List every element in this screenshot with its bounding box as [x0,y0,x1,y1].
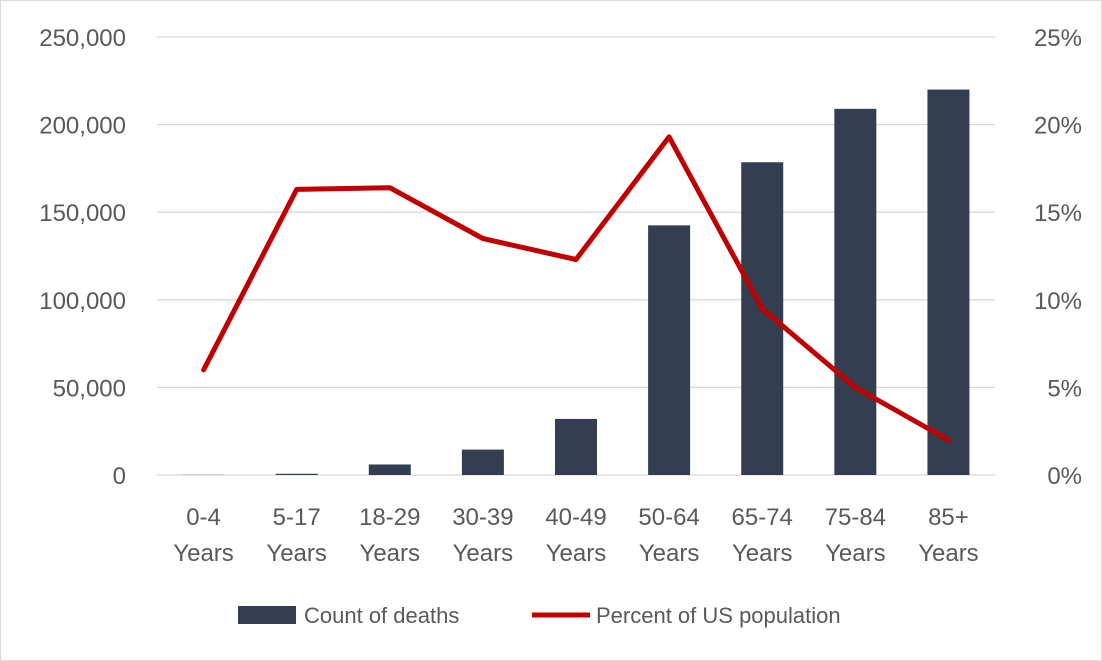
x-axis-tick-label: 50-64 [638,504,699,531]
left-axis-tick-label: 150,000 [39,200,126,227]
bar-series-count-of-deaths [182,89,970,475]
x-axis-tick-label: Years [266,540,327,567]
x-axis-tick-label: 18-29 [359,504,420,531]
right-axis-tick-label: 10% [1034,288,1082,315]
right-axis-ticks: 0% 5% 10% 15% 20% 25% [1034,25,1082,490]
x-axis-tick-label: Years [360,540,421,567]
x-axis-tick-label: 30-39 [452,504,513,531]
line-series-percent-of-us-population [201,134,951,443]
x-axis-tick-label: Years [173,540,234,567]
right-axis-tick-label: 0% [1047,463,1082,490]
left-axis-ticks: 0 50,000 100,000 150,000 200,000 250,000 [39,25,126,490]
x-axis-tick-label: 85+ [928,504,969,531]
legend-label-count-of-deaths: Count of deaths [304,603,459,628]
right-axis-tick-label: 25% [1034,25,1082,52]
right-axis-tick-label: 15% [1034,200,1082,227]
left-axis-tick-label: 0 [113,463,126,490]
x-axis-tick-label: 0-4 [186,504,221,531]
bar-8 [927,89,970,475]
x-axis-ticks: 0-4 Years 5-17 Years 18-29 Years 30-39 Years 40-… [173,504,978,567]
x-axis-tick-label: 40-49 [545,504,606,531]
x-axis-tick-label: Years [546,540,607,567]
left-axis-tick-label: 50,000 [53,375,126,402]
bar-2 [368,464,411,475]
bar-3 [461,449,504,475]
left-axis-tick-label: 100,000 [39,288,126,315]
x-axis-tick-label: Years [732,540,793,567]
legend-label-percent-of-us-population: Percent of US population [596,603,841,628]
right-axis-tick-label: 5% [1047,375,1082,402]
legend: Count of deaths Percent of US population [238,603,841,628]
x-axis-tick-label: Years [825,540,886,567]
left-axis-tick-label: 250,000 [39,25,126,52]
x-axis-tick-label: Years [918,540,979,567]
bar-5 [648,225,691,475]
legend-swatch-count-of-deaths [238,606,296,624]
bar-1 [275,473,318,475]
x-axis-tick-label: Years [453,540,514,567]
x-axis-tick-label: Years [639,540,700,567]
bar-4 [555,418,597,475]
right-axis-tick-label: 20% [1034,113,1082,140]
x-axis-tick-label: 65-74 [732,504,793,531]
bar-7 [834,108,877,475]
left-axis-tick-label: 200,000 [39,113,126,140]
x-axis-tick-label: 5-17 [273,504,321,531]
x-axis-tick-label: 75-84 [825,504,886,531]
